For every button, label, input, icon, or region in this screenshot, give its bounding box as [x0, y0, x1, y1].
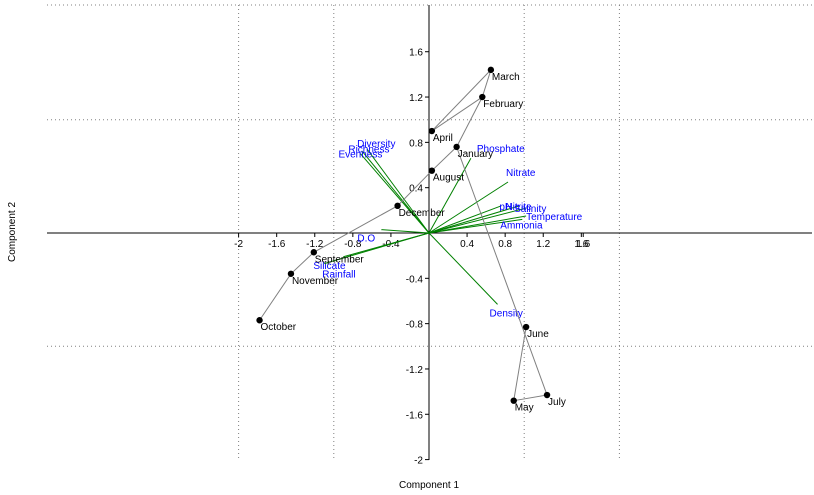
- vector-do: [381, 229, 430, 234]
- vector-rainfall: [324, 232, 430, 265]
- vector-label: Diversity: [357, 139, 395, 150]
- point-label-march: March: [492, 72, 520, 83]
- vector-salinity: [428, 207, 527, 234]
- vector-label: Rainfall: [322, 270, 355, 281]
- point-november: [287, 270, 295, 277]
- x-tick-label: 1.6: [574, 239, 588, 250]
- point-label-april: April: [433, 133, 453, 144]
- y-tick-label: -1.6: [406, 410, 424, 421]
- point-september: [310, 249, 318, 256]
- x-tick-label: 1.6: [576, 239, 590, 250]
- point-label-january: January: [458, 149, 494, 160]
- point-label-october: October: [261, 322, 297, 333]
- y-tick-label: 0.8: [409, 138, 423, 149]
- vector-label: Temperature: [526, 212, 583, 223]
- point-april: [428, 127, 436, 135]
- point-label-february: February: [483, 99, 523, 110]
- vector-label: Salinity: [514, 204, 546, 215]
- y-tick-label: 1.2: [409, 93, 423, 104]
- vector-label: Nitrate: [506, 168, 536, 179]
- point-july: [543, 391, 551, 399]
- vector-ammonia: [428, 218, 523, 234]
- vector-label: Evenness: [338, 150, 382, 161]
- point-february: [479, 93, 486, 101]
- point-december: [394, 202, 401, 210]
- vector-evenness: [360, 153, 430, 234]
- y-tick-label: 0.4: [409, 184, 423, 195]
- vector-diversity: [366, 148, 430, 234]
- y-tick-label: -2: [414, 456, 423, 467]
- x-tick-label: 1.2: [536, 239, 550, 250]
- point-october: [256, 317, 263, 324]
- x-tick-label: 0.4: [460, 239, 474, 250]
- trajectory-line: [259, 69, 548, 402]
- point-january: [453, 143, 460, 151]
- month-points: January February March April May June July Augu…: [256, 66, 566, 414]
- vector-label: Phosphate: [477, 144, 525, 155]
- vector-label: Nitrite: [505, 202, 532, 213]
- point-may: [510, 397, 517, 404]
- vector-nitrite: [428, 205, 520, 234]
- x-tick-label: 0.8: [498, 239, 512, 250]
- vector-label: Silicate: [313, 261, 346, 272]
- point-june: [522, 323, 530, 331]
- x-tick-label: -1.6: [268, 239, 286, 250]
- x-axis-title: Component 1: [399, 480, 459, 491]
- y-axis-title: Component 2: [7, 202, 18, 262]
- x-tick-label: -2: [234, 239, 243, 250]
- point-august: [428, 167, 436, 174]
- x-tick-label: -0.8: [344, 239, 362, 250]
- x-tick-label: -1.2: [306, 239, 324, 250]
- point-label-july: July: [548, 397, 566, 408]
- vector-nitrate: [428, 181, 509, 234]
- vector-density: [428, 232, 498, 305]
- vector-label: Richness: [348, 144, 389, 155]
- y-tick-label: -0.8: [406, 320, 424, 331]
- month-trajectory: [259, 69, 548, 402]
- point-label-may: May: [515, 403, 534, 414]
- point-label-june: June: [527, 329, 549, 340]
- point-label-august: August: [433, 173, 464, 184]
- y-tick-label: -1.2: [406, 365, 424, 376]
- vector-label: D.O: [357, 234, 375, 245]
- y-tick-label: 1.6: [409, 48, 423, 59]
- point-label-september: September: [315, 254, 365, 265]
- axes: -2-1.6-1.2-0.8-0.40.40.81.21.61.61.61.20…: [47, 5, 812, 467]
- vector-label: Density: [490, 308, 523, 319]
- vector-label: pH: [499, 202, 512, 213]
- vector-ph: [428, 205, 502, 234]
- point-label-november: November: [292, 276, 339, 287]
- vector-phosphate: [428, 157, 472, 234]
- vector-label: Ammonia: [500, 220, 543, 231]
- point-label-december: December: [399, 208, 446, 219]
- y-tick-label: -0.4: [406, 274, 424, 285]
- point-march: [487, 66, 495, 74]
